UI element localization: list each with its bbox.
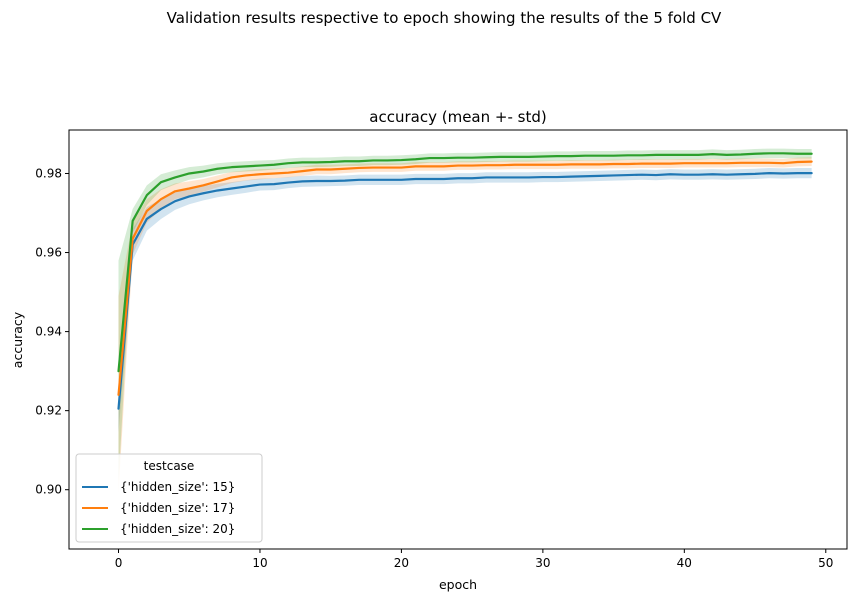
legend-label-0: {'hidden_size': 15} <box>120 480 235 494</box>
std-band-series-0 <box>118 167 812 433</box>
std-bands <box>118 148 812 494</box>
legend: testcase {'hidden_size': 15}{'hidden_siz… <box>75 453 263 543</box>
x-tick-label: 50 <box>818 556 833 570</box>
y-tick-label: 0.94 <box>35 325 62 339</box>
legend-label-2: {'hidden_size': 20} <box>120 522 235 536</box>
chart-title: accuracy (mean +- std) <box>369 108 546 126</box>
y-tick-label: 0.98 <box>35 166 62 180</box>
y-tick-label: 0.96 <box>35 246 62 260</box>
x-tick-label: 0 <box>115 556 123 570</box>
legend-box <box>75 453 263 543</box>
x-tick-label: 20 <box>394 556 409 570</box>
series-line-2 <box>117 152 813 373</box>
x-tick-label: 30 <box>535 556 550 570</box>
y-axis-label: accuracy <box>10 311 25 368</box>
y-tick-label: 0.92 <box>35 404 62 418</box>
series-lines <box>117 152 813 410</box>
y-tick-label: 0.90 <box>35 483 62 497</box>
series-line-0 <box>117 171 813 410</box>
y-axis-ticks: 0.90 0.92 0.94 0.96 0.98 <box>35 166 69 497</box>
legend-items: {'hidden_size': 15} {'hidden_size': 17} {'… <box>82 480 235 536</box>
x-axis-label: epoch <box>439 577 477 592</box>
x-tick-label: 10 <box>252 556 267 570</box>
series-line-1 <box>117 160 813 396</box>
figure-suptitle: Validation results respective to epoch s… <box>167 9 722 27</box>
x-axis-ticks: 0 10 20 30 40 50 <box>115 549 833 570</box>
plot-frame <box>68 129 848 550</box>
std-band-series-1 <box>118 157 812 494</box>
x-tick-label: 40 <box>677 556 692 570</box>
legend-label-1: {'hidden_size': 17} <box>120 501 235 515</box>
legend-title: testcase <box>144 459 195 473</box>
